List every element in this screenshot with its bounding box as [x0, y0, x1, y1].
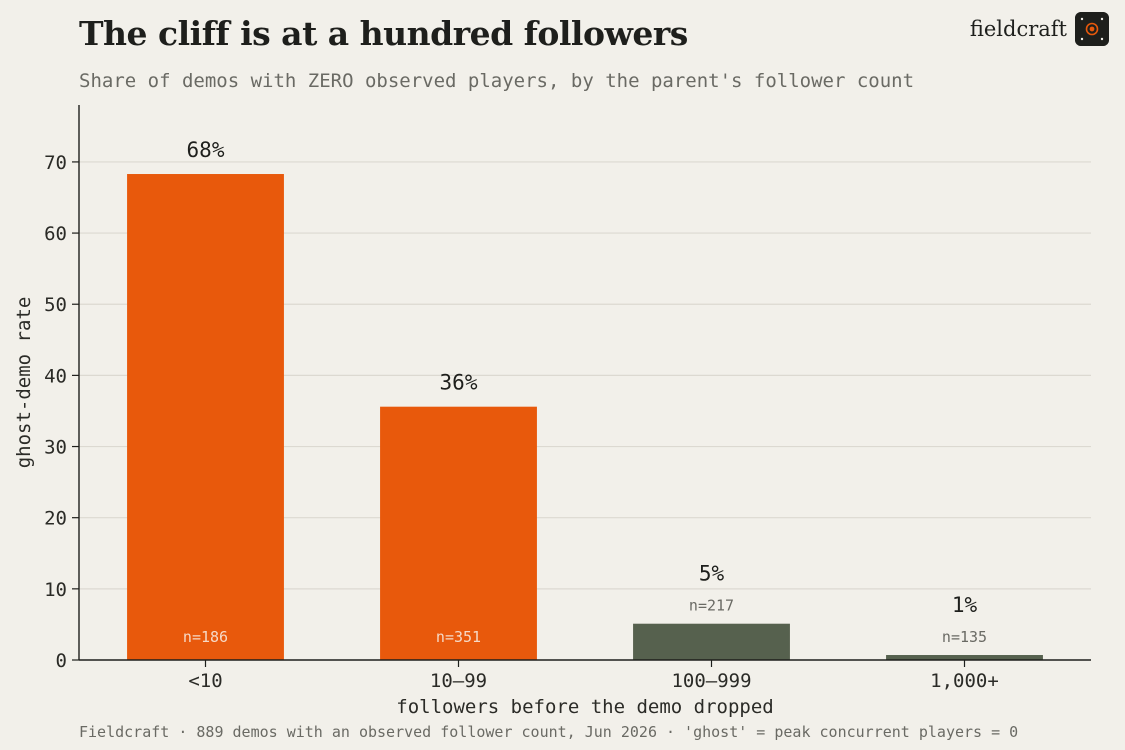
- bar: [380, 406, 537, 660]
- y-tick-label: 40: [44, 365, 67, 387]
- y-tick-labels: 0 10 20 30 40 50 60 70: [44, 152, 79, 672]
- value-label: 36%: [440, 371, 478, 395]
- value-label: 68%: [187, 138, 225, 162]
- bar: [886, 655, 1043, 660]
- bars: 68% n=186 36% n=351 5% n=217 1% n=135: [127, 138, 1043, 660]
- y-tick-label: 0: [56, 650, 67, 672]
- value-label: 5%: [699, 562, 725, 586]
- y-tick-label: 70: [44, 152, 67, 174]
- chart-title: The cliff is at a hundred followers: [79, 14, 688, 53]
- y-tick-label: 10: [44, 579, 67, 601]
- y-axis-label: ghost-demo rate: [13, 297, 35, 469]
- sample-size-label: n=135: [942, 628, 987, 646]
- x-tick-label: <10: [188, 670, 222, 692]
- speaker-icon: [1075, 12, 1109, 46]
- y-tick-label: 60: [44, 223, 67, 245]
- y-tick-label: 50: [44, 294, 67, 316]
- x-tick-label: 10–99: [430, 670, 487, 692]
- brand-name: fieldcraft: [969, 17, 1067, 41]
- chart-subtitle: Share of demos with ZERO observed player…: [79, 70, 915, 92]
- axes: [78, 105, 1091, 661]
- x-tick-label: 100–999: [671, 670, 751, 692]
- x-tick-label: 1,000+: [930, 670, 999, 692]
- sample-size-label: n=351: [436, 628, 481, 646]
- source-note: Fieldcraft · 889 demos with an observed …: [79, 723, 1019, 741]
- value-label: 1%: [952, 593, 978, 617]
- bar: [127, 174, 284, 660]
- bar: [633, 623, 790, 660]
- brand: fieldcraft: [970, 12, 1109, 46]
- sample-size-label: n=217: [689, 597, 734, 615]
- x-axis-label: followers before the demo dropped: [396, 696, 774, 718]
- sample-size-label: n=186: [183, 628, 228, 646]
- x-tick-labels: <10 10–99 100–999 1,000+: [188, 660, 999, 692]
- y-tick-label: 30: [44, 437, 67, 459]
- y-tick-label: 20: [44, 508, 67, 530]
